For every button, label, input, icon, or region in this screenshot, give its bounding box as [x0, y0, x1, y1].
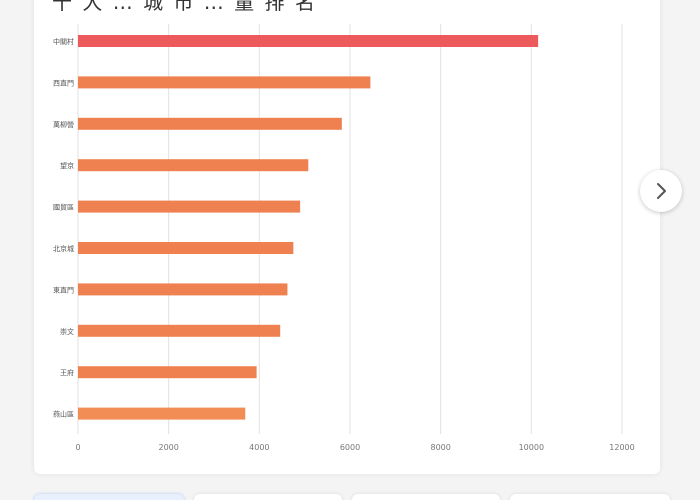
category-label: 中關村: [53, 37, 74, 46]
x-tick-label: 10000: [519, 443, 544, 452]
next-button[interactable]: [640, 170, 682, 212]
x-tick-label: 8000: [430, 443, 450, 452]
category-label: 東直門: [53, 285, 74, 294]
category-label: 國貿區: [53, 203, 74, 212]
x-tick-label: 2000: [158, 443, 178, 452]
bar: [78, 35, 539, 47]
bar: [78, 324, 281, 337]
bar: [78, 283, 288, 296]
category-label: 萬柳營: [53, 120, 74, 129]
category-label: 王府: [60, 368, 74, 377]
category-label: 西直門: [53, 78, 74, 87]
chevron-right-icon: [652, 182, 670, 200]
bar: [78, 117, 342, 130]
bar: [78, 159, 309, 172]
bar: [78, 242, 294, 254]
bar: [78, 76, 371, 89]
bottom-tab-4[interactable]: [510, 494, 670, 500]
category-label: 北京城: [53, 244, 74, 253]
category-label: 燕山區: [53, 410, 74, 419]
x-tick-label: 4000: [249, 443, 269, 452]
x-tick-label: 12000: [609, 443, 634, 452]
bottom-tab-2[interactable]: [194, 494, 342, 500]
bar: [78, 407, 246, 420]
category-label: 望京: [60, 161, 74, 170]
bar: [78, 200, 301, 213]
bottom-tab-1[interactable]: [34, 494, 184, 500]
bar: [78, 366, 257, 379]
card-title: 十 大 … 城 市 … 量 排 名: [52, 0, 317, 14]
x-tick-label: 6000: [340, 443, 360, 452]
category-label: 崇文: [60, 327, 74, 336]
x-tick-label: 0: [75, 443, 80, 452]
bottom-tab-3[interactable]: [352, 494, 500, 500]
